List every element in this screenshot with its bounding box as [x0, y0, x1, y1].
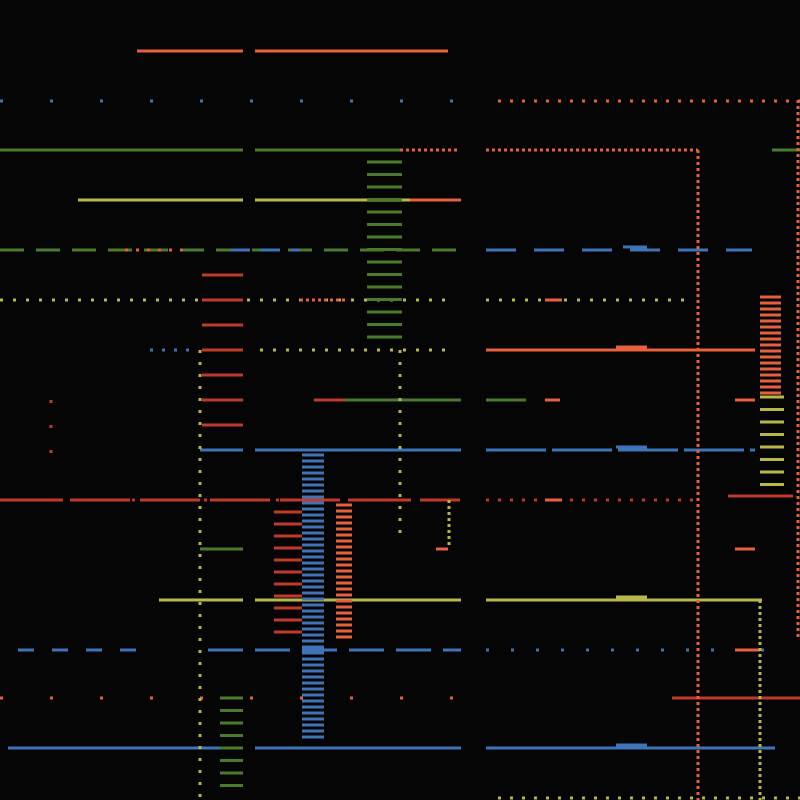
abstract-pattern	[0, 49, 800, 800]
page: (() => { const svg = document.getElement…	[0, 49, 800, 800]
